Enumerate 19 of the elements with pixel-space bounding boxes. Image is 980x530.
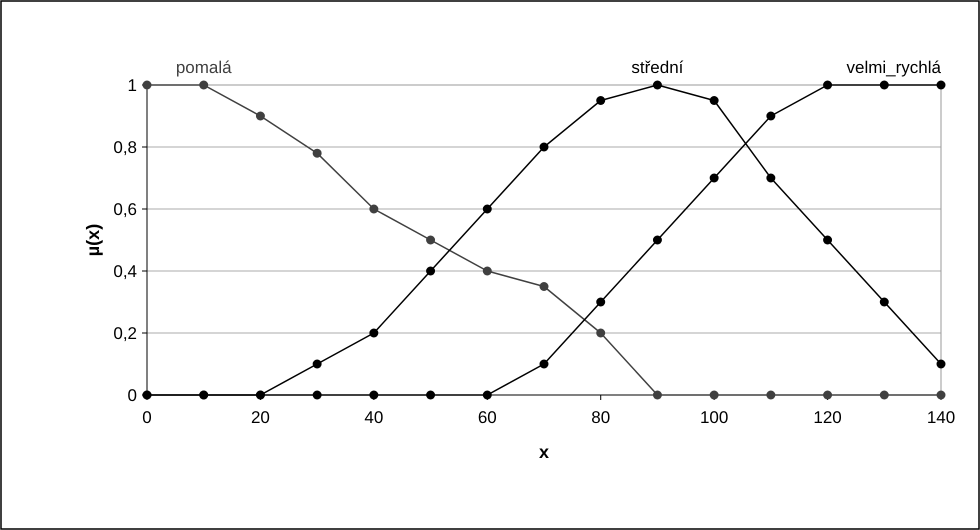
x-tick-label: 0 [142, 408, 152, 427]
x-tick-label: 60 [478, 408, 497, 427]
y-tick-label: 0,4 [113, 262, 137, 281]
y-tick-label: 0,6 [113, 200, 137, 219]
x-axis-title: x [538, 442, 550, 462]
x-tick-label: 120 [813, 408, 842, 427]
series-label: střední [631, 58, 684, 77]
series-label: velmi_rychlá [846, 58, 942, 77]
x-tick-label: 100 [700, 408, 728, 427]
series-label: pomalá [176, 58, 232, 77]
x-tick-label: 80 [591, 408, 610, 427]
y-tick-label: 0,2 [113, 324, 137, 343]
y-axis-title: µ(x) [83, 224, 103, 256]
y-tick-label: 0,8 [113, 138, 137, 157]
x-tick-label: 40 [364, 408, 384, 427]
x-tick-label: 140 [926, 408, 956, 427]
x-tick-label: 20 [250, 408, 270, 427]
y-tick-label: 0 [128, 386, 137, 405]
y-tick-label: 1 [128, 76, 137, 95]
